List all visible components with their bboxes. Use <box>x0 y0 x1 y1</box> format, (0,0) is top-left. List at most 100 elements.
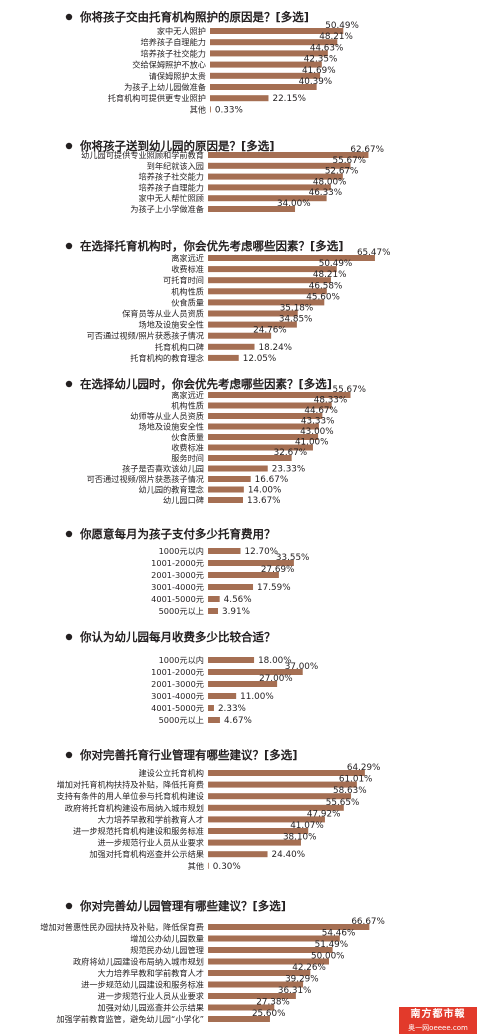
bar <box>208 958 329 965</box>
bar <box>208 705 214 711</box>
category-label: 2001-3000元 <box>151 679 204 689</box>
category-label: 保育员等从业人员资质 <box>122 309 204 319</box>
category-label: 1001-2000元 <box>151 667 204 677</box>
bar <box>208 255 375 261</box>
title-dot <box>65 142 73 150</box>
value-label: 23.33% <box>272 465 306 475</box>
bar <box>210 50 328 57</box>
category-label: 离家远近 <box>171 253 204 263</box>
bar <box>208 321 297 328</box>
category-label: 2001-3000元 <box>151 570 204 580</box>
category-label: 为孩子上幼儿园做准备 <box>124 82 206 92</box>
bar <box>208 572 279 578</box>
bar <box>208 486 244 493</box>
category-label: 5000元以上 <box>159 606 204 616</box>
bar <box>208 851 268 858</box>
brand-logo: 南方都市報 <box>399 1007 477 1023</box>
title-dot <box>65 380 73 388</box>
value-label: 50.00% <box>311 952 345 962</box>
bar <box>208 693 237 699</box>
bar <box>208 1004 275 1011</box>
value-label: 58.63% <box>333 786 367 796</box>
category-label: 请保姆照护太贵 <box>149 71 206 81</box>
category-label: 1000元以内 <box>159 655 204 665</box>
bar <box>208 781 357 788</box>
chart-title: 你将孩子交由托育机构照护的原因是？[多选] <box>79 10 309 24</box>
category-label: 4001-5000元 <box>151 594 204 604</box>
bar <box>208 332 272 339</box>
value-label: 27.69% <box>261 565 295 575</box>
title-dot <box>65 242 73 250</box>
category-label: 1000元以内 <box>159 546 204 556</box>
value-label: 46.33% <box>309 188 343 198</box>
value-label: 55.67% <box>333 156 367 166</box>
value-label: 13.67% <box>247 496 281 506</box>
chart-title: 在选择幼儿园时，你会优先考虑哪些因素？[多选] <box>80 377 332 391</box>
bar <box>208 173 343 180</box>
category-label: 政府将托育机构建设布局纳入城市规划 <box>65 803 204 813</box>
bar <box>208 839 301 846</box>
category-label: 3001-4000元 <box>151 582 204 592</box>
category-label: 其他 <box>188 861 204 871</box>
chart-title: 在选择托育机构时，你会优先考虑哪些因素？[多选] <box>80 239 344 253</box>
bar <box>208 465 268 472</box>
value-label: 48.00% <box>313 177 347 187</box>
value-label: 50.49% <box>319 259 353 269</box>
value-label: 46.58% <box>309 281 343 291</box>
value-label: 42.35% <box>304 55 338 65</box>
category-label: 到年纪就该入园 <box>147 161 204 171</box>
category-label: 家中无人帮忙照顾 <box>138 193 204 203</box>
value-label: 44.63% <box>310 43 344 53</box>
category-label: 为孩子上小学做准备 <box>130 204 204 214</box>
bar <box>208 947 333 953</box>
value-label: 16.67% <box>255 475 289 485</box>
category-label: 培养孩子自理能力 <box>140 37 206 47</box>
bar <box>210 28 344 34</box>
bar <box>208 206 296 212</box>
category-label: 幼儿园可提供专业照顾和学前教育 <box>81 150 204 160</box>
value-label: 0.30% <box>213 862 241 872</box>
value-label: 22.15% <box>272 94 306 104</box>
bar <box>208 310 298 317</box>
value-label: 34.00% <box>277 199 311 209</box>
category-label: 进一步规范行业人员从业要求 <box>98 838 204 848</box>
bar <box>208 935 340 942</box>
category-label: 进一步规范幼儿园建设和服务标准 <box>81 980 204 990</box>
value-label: 35.18% <box>280 304 314 314</box>
bar <box>208 804 344 811</box>
value-label: 27.38% <box>256 998 290 1008</box>
title-dot <box>65 751 73 759</box>
value-label: 24.40% <box>272 850 306 860</box>
bar <box>208 993 296 999</box>
category-label: 托育机构口碑 <box>155 342 204 352</box>
value-label: 3.91% <box>222 607 250 617</box>
value-label: 37.00% <box>285 662 319 672</box>
category-label: 幼儿园的教育理念 <box>138 485 204 495</box>
category-label: 幼师等从业人员资质 <box>130 411 204 421</box>
bar <box>208 455 292 461</box>
value-label: 48.21% <box>313 270 347 280</box>
bar <box>208 816 325 823</box>
bar <box>210 106 211 113</box>
bar <box>208 402 332 409</box>
brand-site: 奥一网oeeee.com <box>399 1023 477 1034</box>
value-label: 64.29% <box>347 763 381 773</box>
value-label: 43.33% <box>301 417 335 427</box>
value-label: 62.67% <box>350 145 384 155</box>
bar <box>208 423 319 430</box>
value-label: 33.55% <box>276 553 310 563</box>
bar <box>208 717 220 723</box>
bar <box>208 862 209 869</box>
value-label: 32.67% <box>274 448 308 458</box>
value-label: 45.60% <box>306 292 340 302</box>
value-label: 52.67% <box>325 167 359 177</box>
category-label: 增加公办幼儿园数量 <box>130 934 204 944</box>
category-label: 托育机构可提供更专业照护 <box>108 93 206 103</box>
bar <box>210 39 338 46</box>
title-dot <box>65 13 73 21</box>
bar <box>208 981 304 988</box>
category-label: 服务时间 <box>171 453 204 463</box>
category-label: 机构性质 <box>171 286 204 296</box>
value-label: 47.92% <box>307 809 341 819</box>
